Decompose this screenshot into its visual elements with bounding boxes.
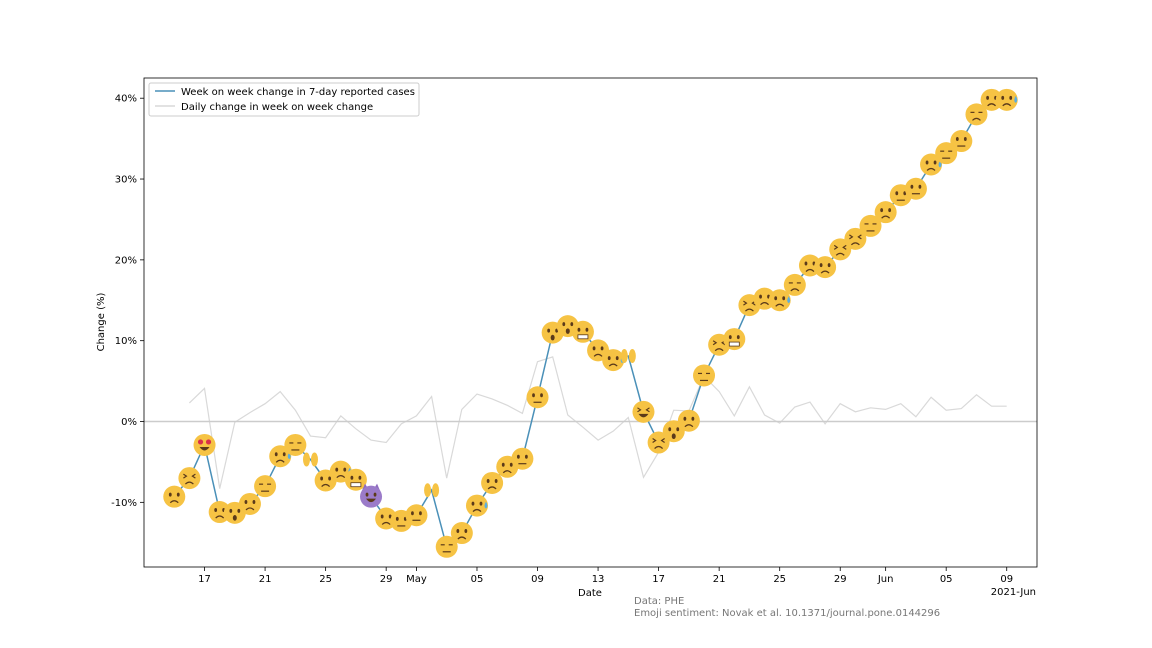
daily-change-series (188, 356, 1007, 489)
y-tick-label: 20% (115, 255, 137, 266)
emoji-laughing-icon (632, 400, 655, 423)
emoji-fearful-icon (481, 471, 504, 494)
y-tick-label: -10% (111, 498, 137, 509)
weekly-change-line (173, 99, 1007, 549)
emoji-neutral-icon (405, 504, 428, 527)
emoji-devil-icon (360, 483, 383, 508)
daily-change-line (188, 356, 1007, 489)
x-tick-label: Jun (877, 574, 894, 585)
x-tick-label: 21 (713, 574, 726, 585)
emoji-frowning-icon (163, 485, 186, 508)
emoji-grimacing-icon (344, 468, 367, 491)
emoji-confounded-icon (178, 467, 201, 490)
emoji-sleepy-icon (859, 214, 882, 237)
emoji-sweat-icon (920, 153, 943, 176)
x-tick-label: 25 (319, 574, 332, 585)
legend-label-main: Week on week change in 7-day reported ca… (181, 87, 415, 98)
y-axis-ticks: -10% 0% 10% 20% 30% 40% (111, 94, 144, 509)
x-tick-label: 29 (834, 574, 847, 585)
emoji-angry-icon (677, 409, 700, 432)
emoji-expressionless-icon (693, 364, 716, 387)
emoji-sweat-icon (602, 349, 625, 372)
emoji-expressionless-icon (435, 535, 458, 558)
x-tick-label: 25 (773, 574, 786, 585)
emoji-fearful-icon (814, 256, 837, 279)
x-tick-label: 17 (652, 574, 665, 585)
emoji-praying-icon (620, 349, 636, 364)
x-offset-label: 2021-Jun (991, 587, 1036, 598)
emoji-heart-eyes-icon (193, 433, 216, 456)
y-tick-label: 30% (115, 175, 137, 186)
emoji-sweat-icon (269, 445, 292, 468)
y-tick-label: 10% (115, 336, 137, 347)
emoji-sleepy-icon (935, 142, 958, 165)
emoji-sweat-icon (768, 289, 791, 312)
x-tick-label: 09 (1000, 574, 1013, 585)
legend-label-daily: Daily change in week on week change (181, 102, 373, 113)
x-tick-label: 05 (940, 574, 953, 585)
weekly-change-series (173, 99, 1007, 549)
legend-box (148, 82, 420, 117)
emoji-mask-icon (723, 328, 746, 351)
emoji-neutral-icon (950, 130, 973, 153)
footnote-emoji-source: Emoji sentiment: Novak et al. 10.1371/jo… (634, 608, 940, 619)
emoji-fearful-icon (874, 201, 897, 224)
y-tick-label: 40% (115, 94, 137, 105)
y-tick-label: 0% (121, 417, 137, 428)
x-tick-label: 29 (380, 574, 393, 585)
emoji-tired-icon (450, 522, 473, 545)
emoji-expressionless-icon (284, 433, 307, 456)
x-tick-label: 09 (531, 574, 544, 585)
emoji-cold-sweat-icon (465, 494, 488, 517)
emoji-neutral-icon (526, 386, 549, 409)
x-tick-label: 13 (592, 574, 605, 585)
emoji-sweat-icon (995, 88, 1018, 111)
x-axis-ticks: 17 21 25 29 May 05 09 13 17 21 25 29 Jun 05 09 (198, 567, 1013, 585)
x-tick-label: May (406, 574, 427, 585)
legend: Week on week change in 7-day reported ca… (148, 82, 420, 117)
emoji-persevere-icon (844, 227, 867, 250)
emoji-pensive-icon (965, 103, 988, 126)
x-tick-label: 05 (471, 574, 484, 585)
emoji-pensive-icon (783, 273, 806, 296)
emoji-markers (163, 88, 1018, 558)
emoji-neutral-icon (904, 177, 927, 200)
emoji-neutral-icon (511, 447, 534, 470)
footnote-data-source: Data: PHE (634, 596, 684, 607)
x-tick-label: 21 (259, 574, 272, 585)
emoji-praying-icon (424, 483, 440, 498)
emoji-praying-icon (302, 452, 318, 467)
emoji-persevere-icon (647, 431, 670, 454)
emoji-grimacing-icon (571, 320, 594, 343)
emoji-expressionless-icon (254, 475, 277, 498)
x-axis-label: Date (578, 588, 602, 599)
y-axis-label: Change (%) (96, 293, 107, 352)
x-tick-label: 17 (198, 574, 211, 585)
plot-frame (143, 77, 1038, 568)
emoji-frowning-icon (238, 492, 261, 515)
